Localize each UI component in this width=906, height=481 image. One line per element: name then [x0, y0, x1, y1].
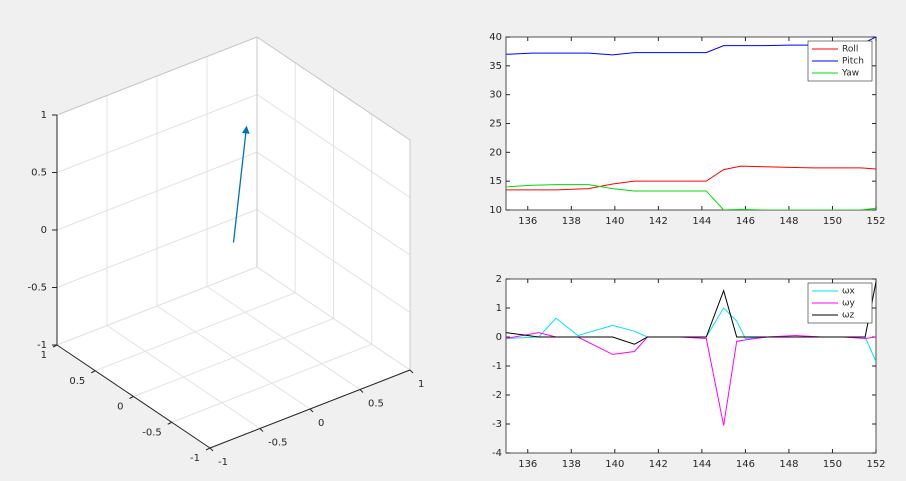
tick-mark: [91, 370, 96, 374]
tick-mark: [52, 344, 58, 348]
y-tick-label: 1: [496, 303, 502, 314]
x-tick-label: 0: [318, 418, 324, 429]
tick-mark: [409, 369, 414, 374]
legend-label: Yaw: [841, 69, 859, 79]
grid-line: [133, 318, 334, 397]
x-tick-label: 140: [605, 459, 624, 470]
y-tick-label: -1: [492, 361, 502, 372]
tick-mark: [309, 408, 314, 413]
series-group: [506, 281, 876, 426]
x-tick-label: 142: [649, 459, 668, 470]
x-tick-label: 152: [866, 216, 885, 227]
x-tick-label: 144: [692, 459, 711, 470]
z-tick-label: -1: [37, 340, 47, 351]
x-tick-label: 140: [605, 216, 624, 227]
grid-line: [56, 266, 258, 346]
grid-line: [256, 266, 411, 371]
grid-line: [256, 209, 411, 313]
x-tick-label: 146: [736, 459, 755, 470]
y-tick-label: 0: [117, 402, 123, 413]
x-tick-label: 0.5: [368, 399, 384, 410]
x-tick-label: 136: [518, 216, 537, 227]
grid-line: [256, 151, 411, 256]
series-line: [506, 165, 876, 191]
y-tick-label: 2: [496, 274, 502, 285]
x-tick-label: 150: [823, 216, 842, 227]
x-tick-label: 152: [866, 459, 885, 470]
y-tick-label: 35: [489, 61, 502, 72]
z-tick-label: 1: [41, 110, 47, 121]
series-line: [506, 281, 876, 345]
x-tick-label: 136: [518, 459, 537, 470]
y-tick-label: 15: [489, 176, 502, 187]
x-tick-label: 138: [562, 459, 581, 470]
tick-mark: [129, 396, 134, 399]
y-tick-label: 25: [489, 119, 502, 130]
grid-line: [171, 343, 372, 423]
x-tick-label: 150: [823, 459, 842, 470]
grid-line: [256, 94, 411, 198]
series-line: [506, 184, 876, 210]
z-tick-label: 0.5: [31, 168, 47, 179]
grid-line: [56, 94, 258, 173]
grid-line: [56, 151, 258, 231]
legend-label: ωx: [842, 287, 856, 297]
box-edge: [56, 36, 258, 116]
y-tick-label: -0.5: [142, 427, 162, 438]
x-tick-label: -0.5: [268, 438, 288, 449]
y-tick-label: 10: [489, 205, 502, 216]
y-tick-label: -4: [492, 448, 502, 459]
y-tick-label: -1: [190, 453, 200, 464]
x-tick-label: 148: [779, 459, 798, 470]
y-tick-label: 0: [496, 332, 502, 343]
z-tick-label: 0: [41, 225, 47, 236]
tick-mark: [209, 447, 214, 452]
tick-mark: [205, 447, 211, 451]
z-tick-label: -0.5: [27, 283, 47, 294]
x-tick-label: -1: [218, 457, 228, 468]
legend: Roll Pitch Yaw: [807, 40, 873, 82]
vector-arrow: [232, 125, 250, 243]
legend: ωx ωy ωz: [807, 282, 873, 324]
grid-line: [95, 292, 296, 372]
y-tick-label: 20: [489, 147, 502, 158]
x-tick-label: 142: [649, 216, 668, 227]
y-tick-label: 1: [41, 350, 47, 361]
legend-label: Roll: [842, 45, 858, 55]
y-tick-label: 30: [489, 90, 502, 101]
x-tick-label: 1: [418, 379, 424, 390]
grid-line: [56, 209, 258, 288]
y-tick-label: -2: [492, 390, 502, 401]
x-tick-label: 138: [562, 216, 581, 227]
tick-mark: [359, 389, 364, 393]
legend-label: Pitch: [842, 57, 864, 67]
y-tick-label: 0.5: [69, 376, 85, 387]
box-edge: [256, 36, 411, 141]
y-tick-label: 40: [489, 32, 502, 43]
x-tick-label: 148: [779, 216, 798, 227]
tick-mark: [167, 421, 172, 425]
legend-label: ωy: [842, 299, 856, 309]
legend-label: ωz: [842, 311, 855, 321]
tick-mark: [259, 428, 264, 432]
x-tick-label: 146: [736, 216, 755, 227]
y-tick-label: -3: [492, 419, 502, 430]
x-tick-label: 144: [692, 216, 711, 227]
